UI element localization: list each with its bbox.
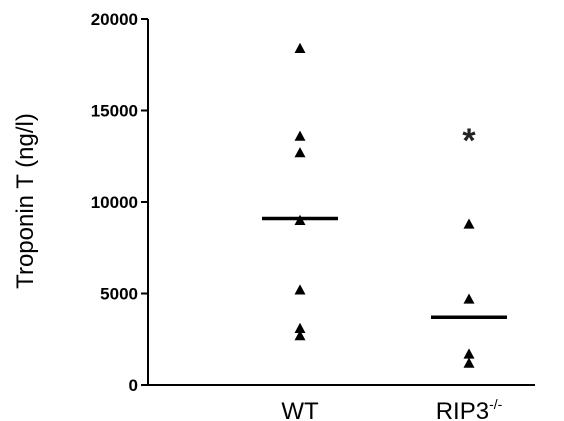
data-point-triangle: [294, 330, 306, 341]
y-tick-label: 15000: [91, 102, 138, 121]
y-axis-label: Troponin T (ng/l): [12, 113, 39, 289]
data-point-triangle: [294, 147, 306, 158]
x-category-label: RIP3-/-: [436, 396, 503, 421]
y-tick-label: 5000: [100, 285, 138, 304]
y-tick-label: 0: [129, 376, 138, 395]
x-category-labels: WT RIP3-/-: [281, 396, 502, 421]
x-category-label: WT: [281, 398, 319, 421]
y-ticks: 0 5000 10000 15000 20000: [91, 10, 148, 395]
data-point-triangle: [294, 130, 306, 141]
data-point-triangle: [294, 284, 306, 295]
data-point-triangle: [463, 293, 475, 304]
data-point-triangle: [463, 218, 475, 229]
data-point-triangle: [294, 322, 306, 333]
data-point-triangle: [463, 348, 475, 359]
y-tick-label: 10000: [91, 193, 138, 212]
data-point-triangle: [463, 357, 475, 368]
data-point-triangle: [294, 42, 306, 53]
median-lines: [262, 216, 507, 320]
annotations: *: [462, 122, 476, 160]
significance-asterisk: *: [462, 122, 476, 160]
y-tick-label: 20000: [91, 10, 138, 29]
